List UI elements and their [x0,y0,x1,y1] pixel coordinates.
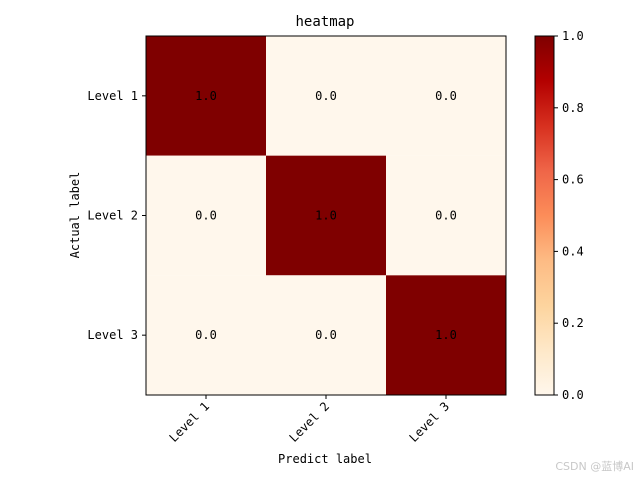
heatmap-cell [386,155,506,276]
y-axis-ticks: Level 1 Level 2 Level 3 [87,89,146,342]
x-tick-label: Level 1 [166,399,212,445]
x-tick-label: Level 2 [286,399,332,445]
cell-value-label: 0.0 [195,209,217,223]
heatmap-cells [146,36,506,395]
watermark: CSDN @蓝博AI [555,460,634,473]
heatmap-cell [266,155,386,276]
y-axis-label: Actual label [68,172,82,259]
colorbar-tick-label: 0.6 [562,173,584,187]
y-tick-label: Level 2 [87,209,138,223]
heatmap-cell [146,155,266,276]
chart-title: heatmap [295,14,354,30]
cell-value-label: 1.0 [435,328,457,342]
heatmap-cell [266,275,386,395]
y-tick-label: Level 1 [87,89,138,103]
colorbar-tick-label: 0.8 [562,101,584,115]
cell-value-label: 0.0 [435,89,457,103]
cell-value-label: 0.0 [315,328,337,342]
cell-value-label: 0.0 [195,328,217,342]
x-tick-label: Level 3 [406,399,452,445]
colorbar-ticks: 0.0 0.2 0.4 0.6 0.8 1.0 [554,29,584,402]
x-axis-ticks: Level 1 Level 2 Level 3 [166,395,452,445]
cell-value-label: 0.0 [315,89,337,103]
heatmap-cell [386,275,506,395]
cell-value-label: 1.0 [195,89,217,103]
colorbar [534,35,555,396]
heatmap-cell-labels: 1.0 0.0 0.0 0.0 1.0 0.0 0.0 0.0 1.0 [195,89,457,342]
colorbar-tick-label: 0.4 [562,244,584,258]
colorbar-tick-label: 0.0 [562,388,584,402]
heatmap-cell [386,36,506,156]
colorbar-tick-label: 1.0 [562,29,584,43]
y-tick-label: Level 3 [87,328,138,342]
cell-value-label: 0.0 [435,209,457,223]
colorbar-tick-label: 0.2 [562,316,584,330]
x-axis-label: Predict label [278,452,372,466]
heatmap-cell [266,36,386,156]
cell-value-label: 1.0 [315,209,337,223]
heatmap-cell [146,36,266,156]
heatmap-cell [146,275,266,395]
